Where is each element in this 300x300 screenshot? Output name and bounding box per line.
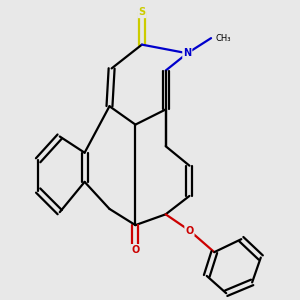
Text: O: O: [131, 245, 140, 255]
Text: CH₃: CH₃: [215, 34, 231, 43]
Text: O: O: [185, 226, 194, 236]
Text: S: S: [138, 7, 146, 17]
Text: N: N: [183, 48, 191, 58]
